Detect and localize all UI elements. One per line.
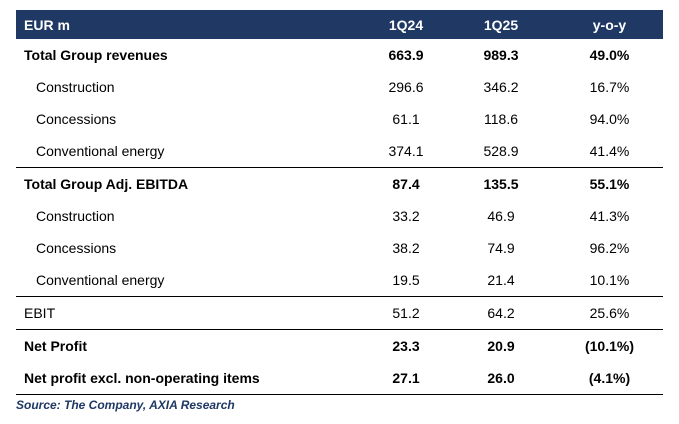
row-label: Net profit excl. non-operating items — [24, 370, 260, 386]
table-row: Net profit excl. non-operating items 27.… — [16, 362, 663, 395]
table-row: EBIT 51.2 64.2 25.6% — [16, 297, 663, 330]
row-value-yoy: 41.3% — [589, 208, 630, 224]
row-value-1q24: 23.3 — [392, 338, 420, 354]
row-label: Conventional energy — [36, 143, 165, 159]
row-value-yoy: (10.1%) — [584, 338, 635, 354]
table-row: Construction 33.2 46.9 41.3% — [16, 200, 663, 232]
header-col-1q25: 1Q25 — [483, 16, 519, 33]
row-value-1q25: 21.4 — [487, 272, 515, 288]
table-row: Conventional energy 19.5 21.4 10.1% — [16, 264, 663, 297]
row-value-yoy: 41.4% — [589, 143, 630, 159]
source-note: Source: The Company, AXIA Research — [16, 398, 235, 412]
row-value-yoy: (4.1%) — [588, 370, 631, 386]
header-col-yoy: y-o-y — [592, 16, 627, 33]
row-value-yoy: 49.0% — [589, 47, 630, 63]
row-label: Concessions — [36, 111, 117, 127]
row-value-yoy: 16.7% — [589, 79, 630, 95]
row-value-1q25: 346.2 — [483, 79, 519, 95]
row-value-1q25: 46.9 — [487, 208, 515, 224]
row-value-1q24: 27.1 — [392, 370, 420, 386]
row-label: Total Group revenues — [24, 47, 168, 63]
row-value-yoy: 96.2% — [589, 240, 630, 256]
table-row: Conventional energy 374.1 528.9 41.4% — [16, 135, 663, 168]
row-value-1q25: 135.5 — [483, 176, 519, 192]
table-row: Total Group revenues 663.9 989.3 49.0% — [16, 39, 663, 71]
table-header: EUR m 1Q24 1Q25 y-o-y — [16, 10, 663, 39]
row-label: EBIT — [24, 305, 56, 321]
row-value-1q25: 118.6 — [484, 111, 518, 127]
row-value-1q24: 51.2 — [392, 305, 420, 321]
row-value-1q24: 19.5 — [392, 272, 420, 288]
financial-table: EUR m 1Q24 1Q25 y-o-y Total Group revenu… — [16, 10, 663, 395]
row-value-yoy: 55.1% — [589, 176, 630, 192]
table-row: Net Profit 23.3 20.9 (10.1%) — [16, 330, 663, 362]
row-label: Total Group Adj. EBITDA — [24, 176, 189, 192]
row-value-1q25: 26.0 — [487, 370, 515, 386]
row-value-1q25: 20.9 — [487, 338, 515, 354]
table-row: Concessions 61.1 118.6 94.0% — [16, 103, 663, 135]
row-value-1q25: 64.2 — [487, 305, 515, 321]
row-value-yoy: 94.0% — [589, 111, 630, 127]
row-value-1q24: 374.1 — [388, 143, 424, 159]
row-value-1q25: 528.9 — [483, 143, 519, 159]
row-value-yoy: 10.1% — [589, 272, 630, 288]
table-row: Concessions 38.2 74.9 96.2% — [16, 232, 663, 264]
row-value-1q25: 74.9 — [487, 240, 515, 256]
header-col-1q24: 1Q24 — [388, 16, 424, 33]
row-label: Concessions — [36, 240, 117, 256]
row-value-1q24: 38.2 — [392, 240, 420, 256]
table-row: Construction 296.6 346.2 16.7% — [16, 71, 663, 103]
row-value-yoy: 25.6% — [589, 305, 630, 321]
row-label: Construction — [36, 208, 115, 224]
table-row: Total Group Adj. EBITDA 87.4 135.5 55.1% — [16, 168, 663, 200]
row-label: Conventional energy — [36, 272, 165, 288]
row-value-1q24: 87.4 — [392, 176, 420, 192]
row-value-1q24: 663.9 — [388, 47, 424, 63]
row-label: Construction — [36, 79, 115, 95]
row-value-1q25: 989.3 — [483, 47, 519, 63]
row-value-1q24: 296.6 — [388, 79, 424, 95]
row-label: Net Profit — [24, 338, 87, 354]
row-value-1q24: 61.1 — [392, 111, 420, 127]
row-value-1q24: 33.2 — [392, 208, 420, 224]
header-label: EUR m — [24, 16, 70, 33]
